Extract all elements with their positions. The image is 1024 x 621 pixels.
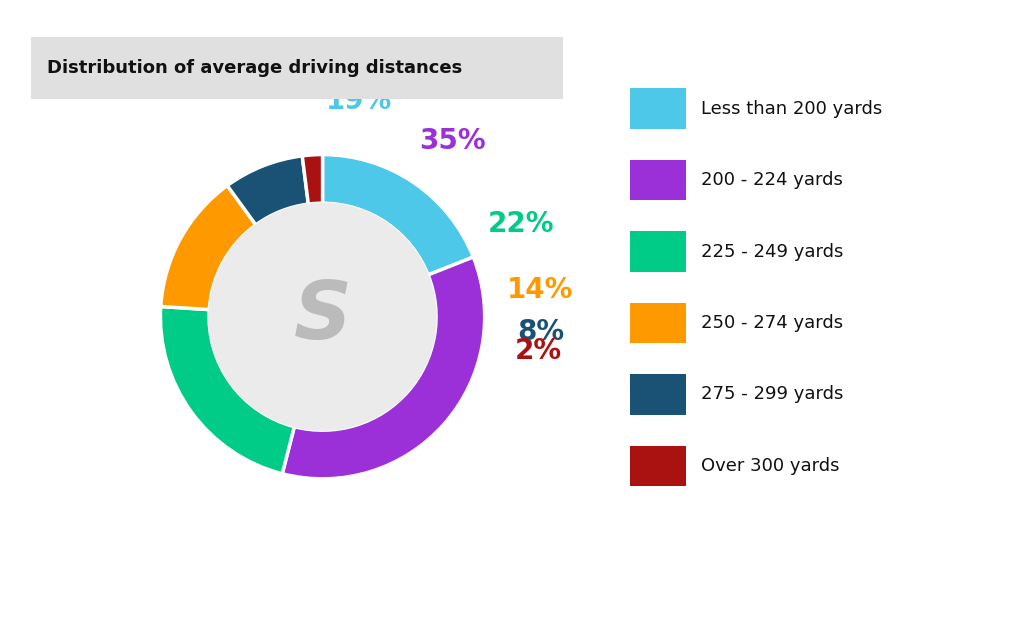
Text: 14%: 14% <box>507 276 573 304</box>
Text: 8%: 8% <box>517 318 564 346</box>
Text: 200 - 224 yards: 200 - 224 yards <box>701 171 844 189</box>
Wedge shape <box>161 186 256 310</box>
Text: 225 - 249 yards: 225 - 249 yards <box>701 243 844 260</box>
Text: Over 300 yards: Over 300 yards <box>701 457 840 474</box>
Text: 250 - 274 yards: 250 - 274 yards <box>701 314 844 332</box>
Wedge shape <box>323 155 473 275</box>
Text: S: S <box>294 278 351 356</box>
Text: 275 - 299 yards: 275 - 299 yards <box>701 386 844 403</box>
Text: 2%: 2% <box>515 337 562 365</box>
Text: Distribution of average driving distances: Distribution of average driving distance… <box>47 60 462 77</box>
Wedge shape <box>227 156 308 225</box>
Wedge shape <box>302 155 323 204</box>
Text: 22%: 22% <box>487 210 554 238</box>
Text: 35%: 35% <box>420 127 486 155</box>
Text: 19%: 19% <box>326 87 392 115</box>
Circle shape <box>209 203 436 430</box>
Wedge shape <box>161 307 294 474</box>
Text: Less than 200 yards: Less than 200 yards <box>701 100 883 117</box>
Wedge shape <box>283 257 484 479</box>
